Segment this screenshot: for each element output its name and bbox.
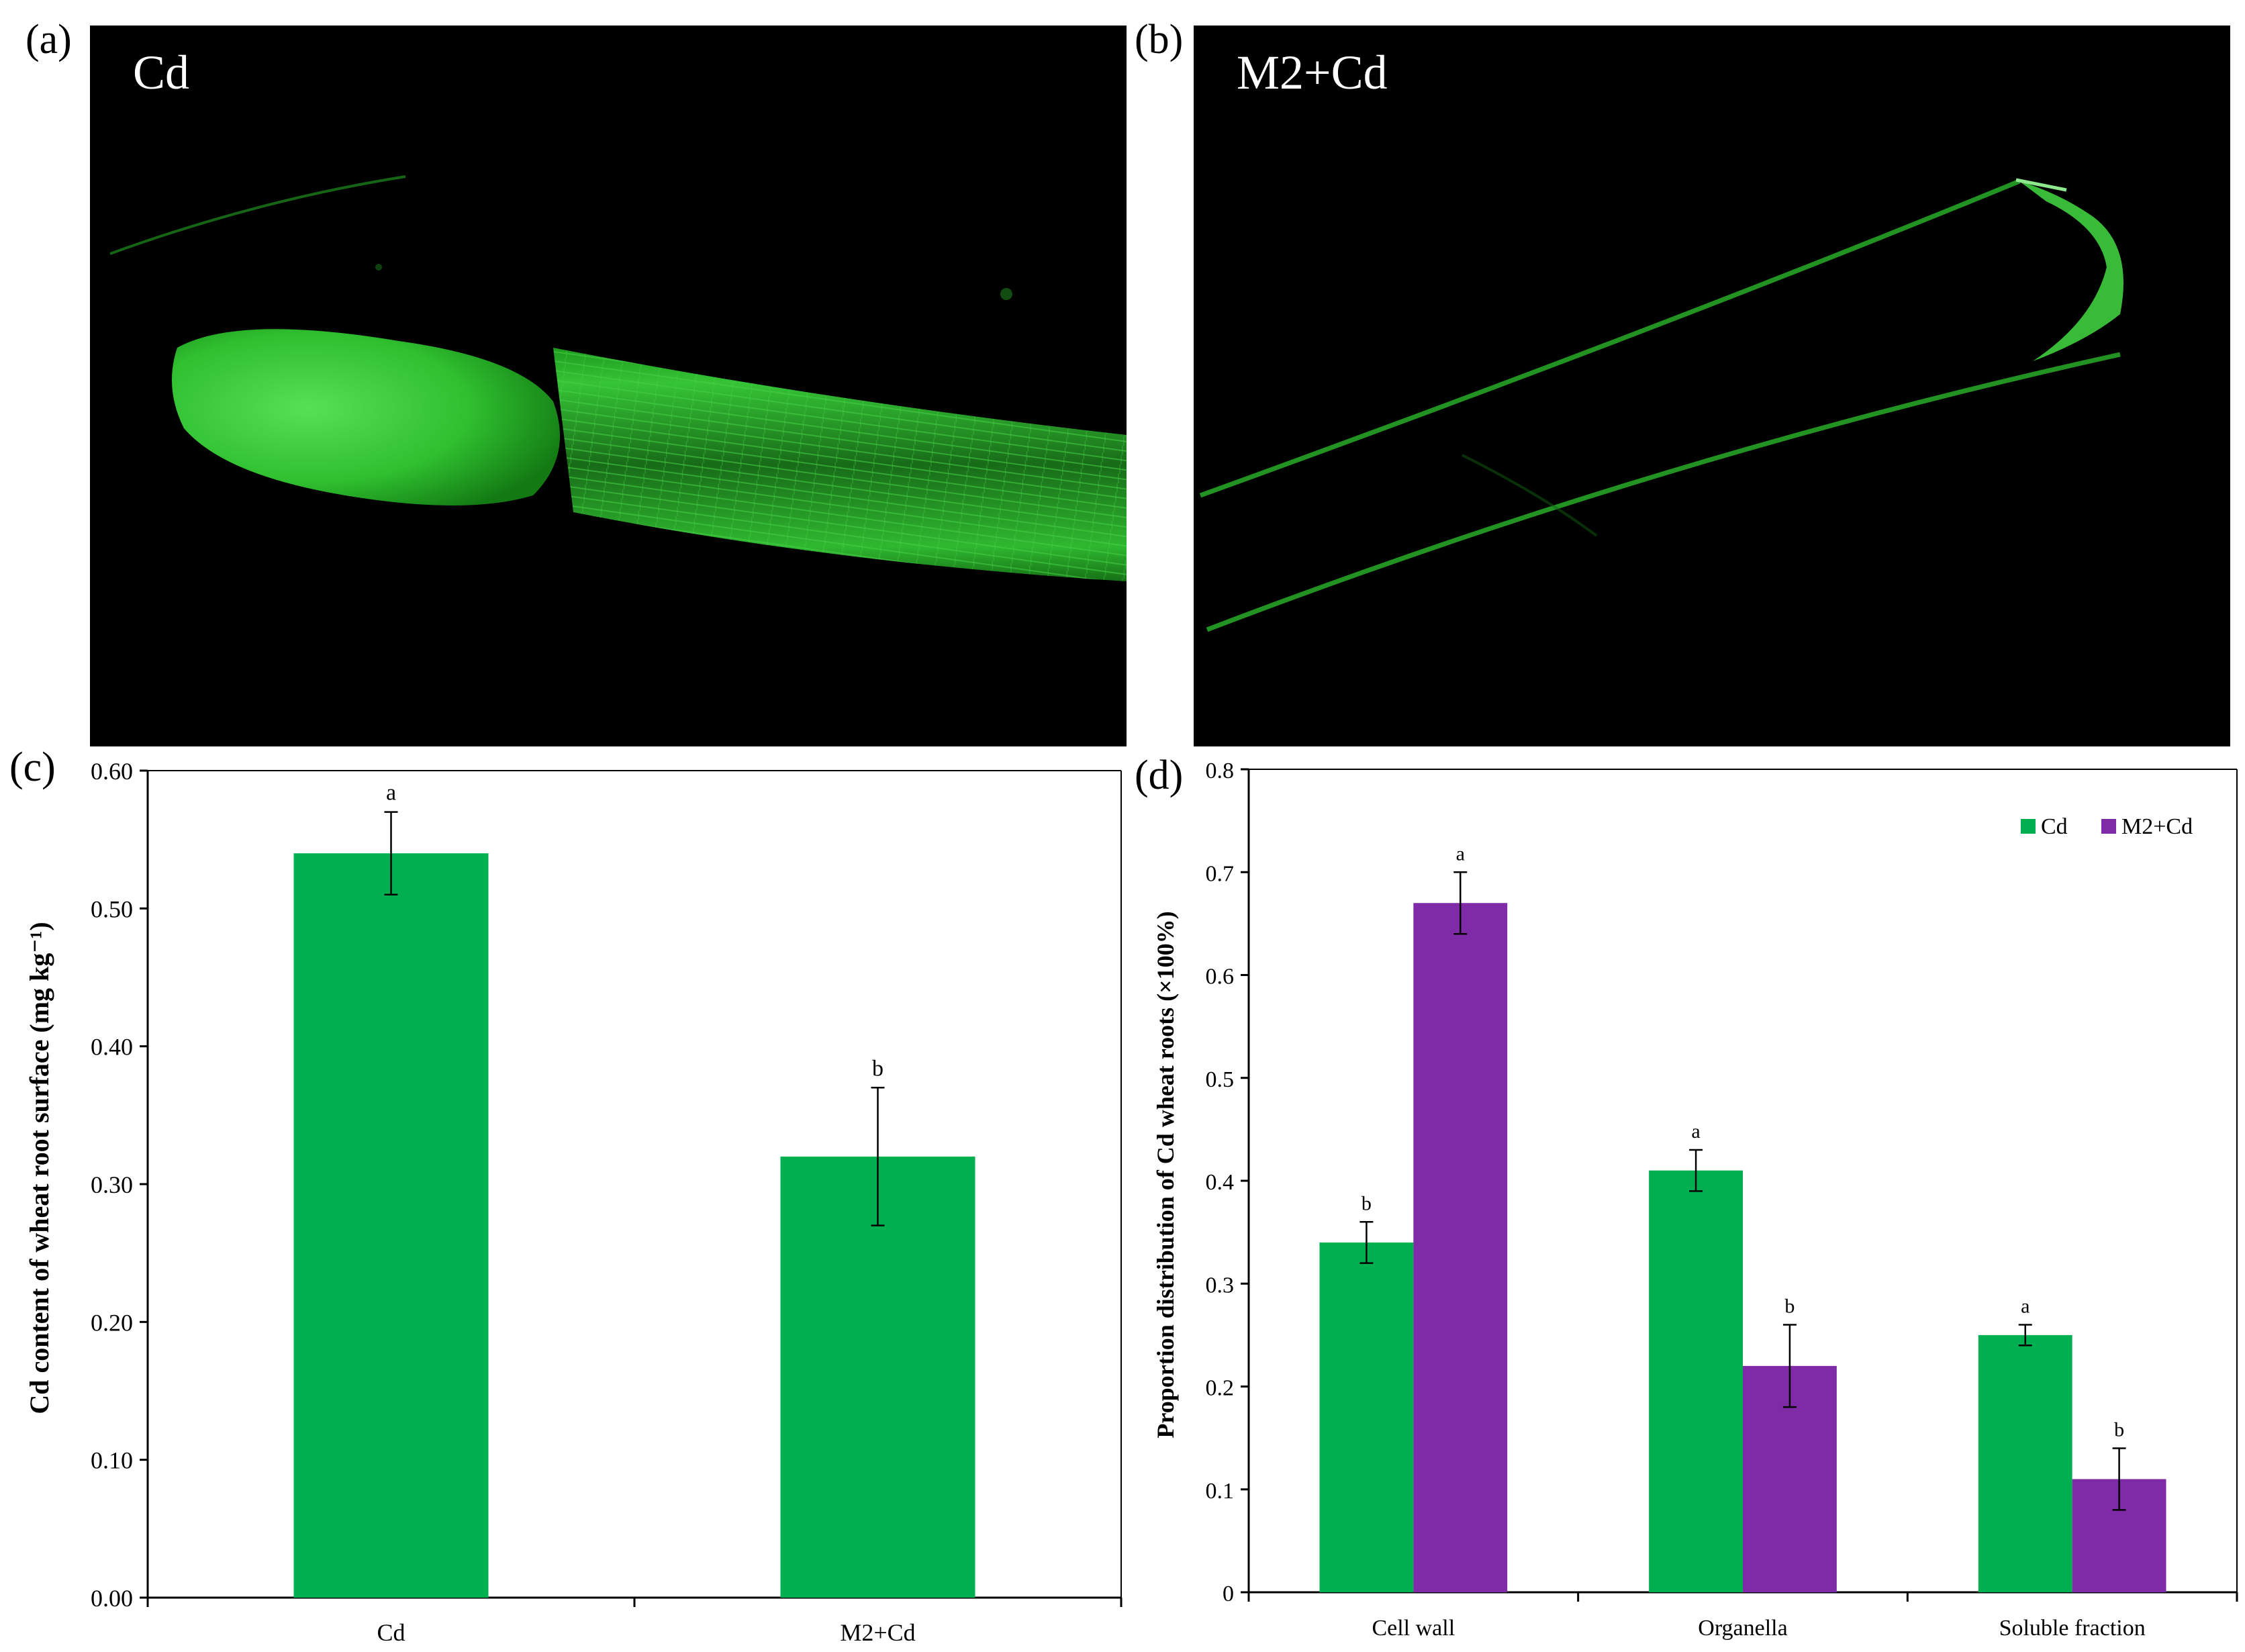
legend-label-0: Cd xyxy=(2041,814,2068,839)
y-tick-label: 0.8 xyxy=(1206,759,1235,783)
x-tick-label: M2+Cd xyxy=(840,1619,915,1646)
y-tick-label: 0.00 xyxy=(91,1585,133,1612)
legend-swatch-0 xyxy=(2021,819,2036,834)
significance-letter: a xyxy=(386,781,396,806)
micrograph-label-cd: Cd xyxy=(133,46,190,99)
x-tick-label: Organella xyxy=(1698,1616,1787,1641)
y-tick-label: 0.6 xyxy=(1206,965,1235,989)
y-tick-label: 0.1 xyxy=(1206,1479,1235,1504)
y-tick-label: 0.3 xyxy=(1206,1273,1235,1298)
y-tick-label: 0 xyxy=(1223,1582,1234,1606)
panel-letter-c: (c) xyxy=(9,744,56,790)
chart-c-ylabel: Cd content of wheat root surface (mg kg⁻… xyxy=(24,922,54,1414)
significance-letter: b xyxy=(872,1056,883,1081)
y-tick-label: 0.5 xyxy=(1206,1067,1235,1092)
y-tick-label: 0.20 xyxy=(91,1309,133,1336)
chart-c: 0.00 0.10 0.20 0.30 0.40 0.50 0.60 Cd a M2+Cd b Cd… xyxy=(24,758,1122,1646)
bar-cd-m2-cd xyxy=(780,1156,975,1598)
y-tick-label: 0.30 xyxy=(91,1171,133,1198)
chart-d: 0 0.1 0.2 0.3 0.4 0.5 0.6 0.7 0.8 Cell wall b a Orga… xyxy=(1152,759,2238,1641)
micrograph-m2cd: M2+Cd xyxy=(1194,26,2230,746)
y-tick-label: 0.50 xyxy=(91,895,133,922)
significance-letter: b xyxy=(1362,1192,1372,1214)
micrograph-label-m2cd: M2+Cd xyxy=(1237,46,1388,99)
significance-letter: b xyxy=(2114,1418,2124,1441)
y-tick-label: 0.10 xyxy=(91,1447,133,1474)
panel-letter-a: (a) xyxy=(26,17,72,62)
bar-cd-organella xyxy=(1649,1170,1743,1592)
y-tick-label: 0.4 xyxy=(1206,1170,1235,1195)
significance-letter: a xyxy=(1456,842,1465,865)
significance-letter: b xyxy=(1784,1296,1795,1318)
chart-d-ylabel: Proportion distribution of Cd wheat root… xyxy=(1152,911,1179,1438)
legend-swatch-1 xyxy=(2101,819,2116,834)
significance-letter: a xyxy=(2021,1296,2029,1318)
x-tick-label: Cell wall xyxy=(1372,1616,1455,1641)
bar-cd-cd xyxy=(293,853,489,1598)
root-fluorescence-image-m2cd xyxy=(1199,178,2123,632)
y-tick-label: 0.7 xyxy=(1206,861,1235,886)
y-tick-label: 0.60 xyxy=(91,758,133,785)
x-tick-label: Soluble fraction xyxy=(1999,1616,2146,1641)
panel-letter-b: (b) xyxy=(1135,17,1184,62)
bar-cd-soluble-fraction xyxy=(1978,1334,2072,1592)
bar-m2cd-cell-wall xyxy=(1413,903,1508,1592)
y-tick-label: 0.2 xyxy=(1206,1376,1235,1401)
significance-letter: a xyxy=(1691,1120,1700,1143)
bar-cd-cell-wall xyxy=(1319,1242,1414,1592)
legend-label-1: M2+Cd xyxy=(2121,814,2193,839)
panel-letter-d: (d) xyxy=(1135,752,1184,798)
micrograph-cd: Cd xyxy=(90,26,1127,746)
root-fluorescence-image-cd xyxy=(109,175,1127,581)
x-tick-label: Cd xyxy=(377,1619,405,1646)
y-tick-label: 0.40 xyxy=(91,1034,133,1061)
